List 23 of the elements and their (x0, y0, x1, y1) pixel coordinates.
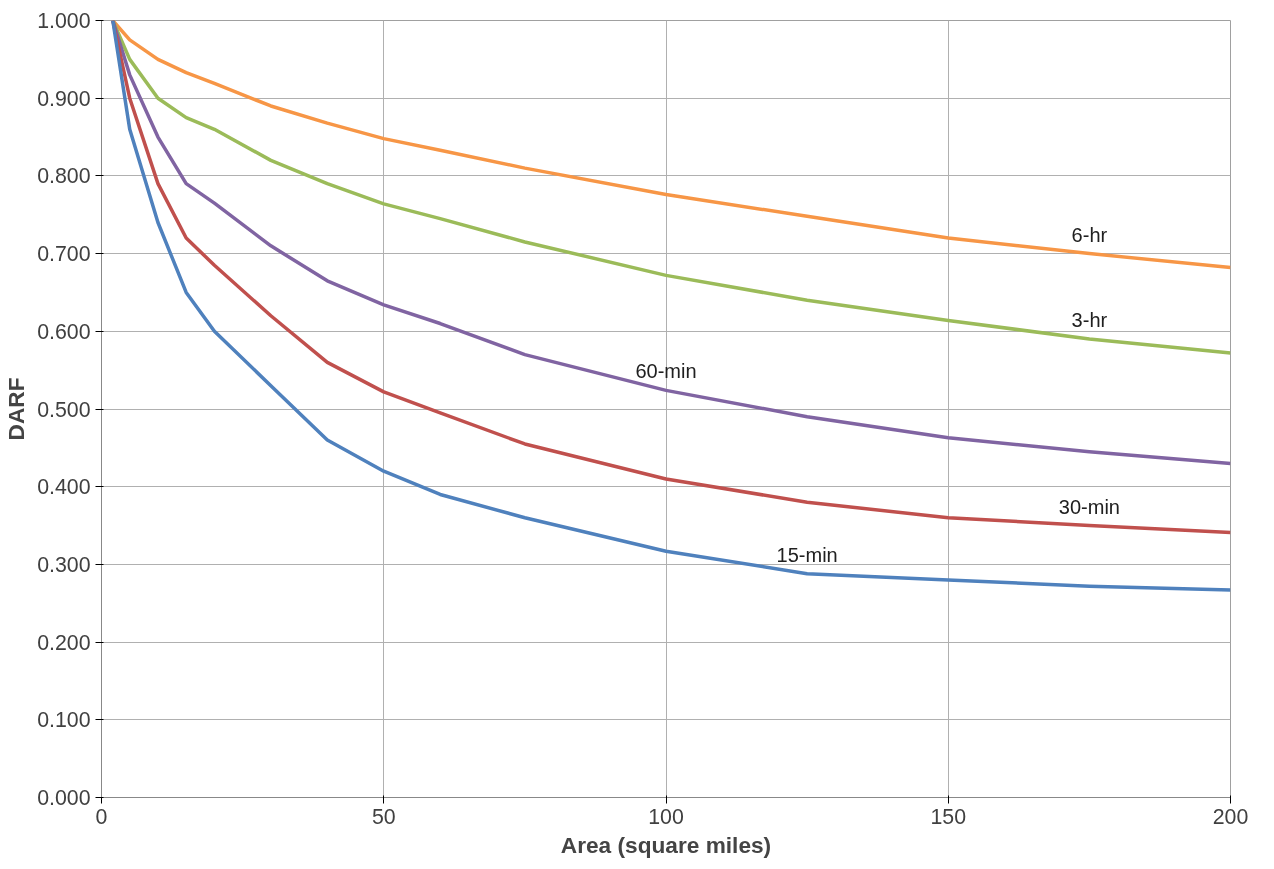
series-label: 15-min (776, 543, 838, 566)
series-label: 6-hr (1071, 223, 1108, 246)
x-tick-label: 200 (1212, 804, 1249, 829)
x-tick-label: 150 (930, 804, 967, 829)
x-tick-label: 0 (95, 804, 108, 829)
series-label: 3-hr (1071, 309, 1108, 332)
y-tick-label: 0.500 (37, 397, 91, 422)
y-axis-title: DARF (3, 377, 30, 441)
series-label: 60-min (635, 360, 697, 383)
y-tick-label: 0.200 (37, 630, 91, 655)
y-tick-label: 0.900 (37, 86, 91, 111)
y-tick-label: 0.600 (37, 319, 91, 344)
series-label: 30-min (1058, 495, 1120, 518)
x-axis-title: Area (square miles) (560, 831, 772, 858)
y-tick-label: 0.800 (37, 164, 91, 189)
x-tick-label: 100 (648, 804, 684, 829)
y-tick-label: 0.300 (37, 552, 91, 577)
y-tick-label: 0.100 (37, 708, 91, 733)
y-tick-label: 0.400 (37, 475, 91, 500)
x-tick-label: 50 (371, 804, 396, 829)
y-tick-label: 1.000 (37, 9, 91, 33)
y-tick-label: 0.700 (37, 242, 91, 267)
y-tick-label: 0.000 (37, 786, 91, 810)
